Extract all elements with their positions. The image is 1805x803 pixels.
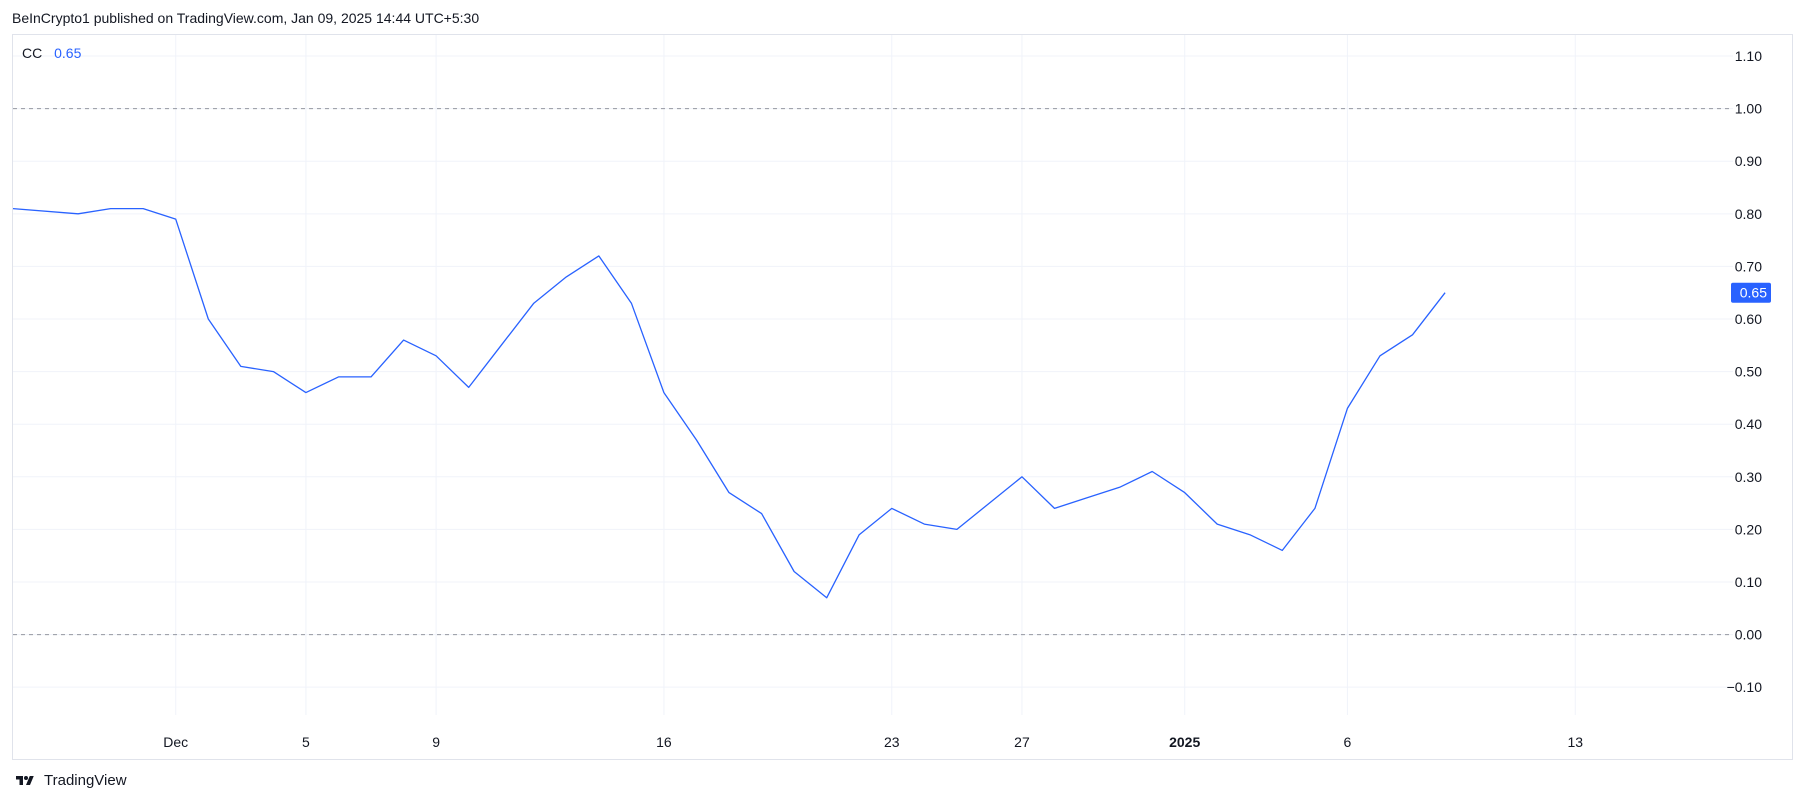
data-point — [793, 570, 796, 573]
y-tick-label: 0.50 — [1735, 364, 1762, 380]
x-tick-label: Dec — [163, 734, 188, 750]
publish-info: BeInCrypto1 published on TradingView.com… — [12, 10, 480, 26]
data-point — [1444, 291, 1447, 294]
data-point — [272, 370, 275, 373]
y-tick-label: 0.80 — [1735, 206, 1762, 222]
data-point — [1281, 549, 1284, 552]
data-point — [760, 512, 763, 515]
data-point — [142, 207, 145, 210]
data-point — [955, 528, 958, 531]
x-tick-label: 13 — [1567, 734, 1583, 750]
data-point — [1378, 354, 1381, 357]
y-tick-label: 0.70 — [1735, 258, 1762, 274]
data-point — [1118, 486, 1121, 489]
data-point — [858, 533, 861, 536]
data-point — [207, 318, 210, 321]
x-tick-label: 6 — [1344, 734, 1352, 750]
data-point — [1183, 491, 1186, 494]
data-point — [1151, 470, 1154, 473]
y-tick-label: 0.90 — [1735, 153, 1762, 169]
data-point — [728, 491, 731, 494]
data-point — [1020, 475, 1023, 478]
data-point — [337, 375, 340, 378]
y-tick-label: 0.00 — [1735, 627, 1762, 643]
tradingview-logo-icon — [16, 775, 34, 785]
data-point — [1086, 496, 1089, 499]
data-point — [77, 212, 80, 215]
chart-legend: CC 0.65 — [22, 45, 81, 61]
last-value-label: 0.65 — [1740, 285, 1767, 301]
data-point — [402, 339, 405, 342]
data-point — [435, 354, 438, 357]
x-tick-label: 9 — [432, 734, 440, 750]
legend-symbol[interactable]: CC — [22, 45, 43, 61]
data-point — [109, 207, 112, 210]
data-point — [239, 365, 242, 368]
data-point — [988, 502, 991, 505]
data-point — [1248, 533, 1251, 536]
data-point — [565, 275, 568, 278]
x-tick-label: 5 — [302, 734, 310, 750]
chart-frame — [12, 34, 1793, 760]
data-point — [1216, 523, 1219, 526]
data-point — [923, 523, 926, 526]
data-point — [630, 302, 633, 305]
x-tick-label: 16 — [656, 734, 672, 750]
data-point — [1411, 333, 1414, 336]
data-point — [12, 207, 15, 210]
y-tick-label: 0.30 — [1735, 469, 1762, 485]
tradingview-footer[interactable]: TradingView — [12, 772, 127, 789]
data-point — [662, 391, 665, 394]
x-tick-label: 2025 — [1169, 734, 1200, 750]
last-value-badge — [1731, 282, 1771, 303]
series-line — [12, 207, 1446, 599]
data-point — [1313, 507, 1316, 510]
x-tick-label: 23 — [884, 734, 900, 750]
data-point — [532, 302, 535, 305]
y-tick-label: 1.10 — [1735, 48, 1762, 64]
legend-value: 0.65 — [54, 45, 82, 61]
x-tick-label: 27 — [1014, 734, 1030, 750]
data-point — [370, 375, 373, 378]
y-tick-label: 1.00 — [1735, 101, 1762, 117]
data-point — [174, 218, 177, 221]
data-point — [597, 254, 600, 257]
y-tick-label: −0.10 — [1727, 679, 1763, 695]
data-point — [467, 386, 470, 389]
y-tick-label: 0.40 — [1735, 416, 1762, 432]
y-tick-label: 0.20 — [1735, 521, 1762, 537]
data-point — [825, 596, 828, 599]
data-point — [304, 391, 307, 394]
data-point — [1053, 507, 1056, 510]
y-tick-label: 0.60 — [1735, 311, 1762, 327]
data-point — [500, 344, 503, 347]
y-tick-label: 0.10 — [1735, 574, 1762, 590]
data-point — [695, 438, 698, 441]
data-point — [890, 507, 893, 510]
footer-brand: TradingView — [44, 772, 127, 789]
data-point — [1346, 407, 1349, 410]
